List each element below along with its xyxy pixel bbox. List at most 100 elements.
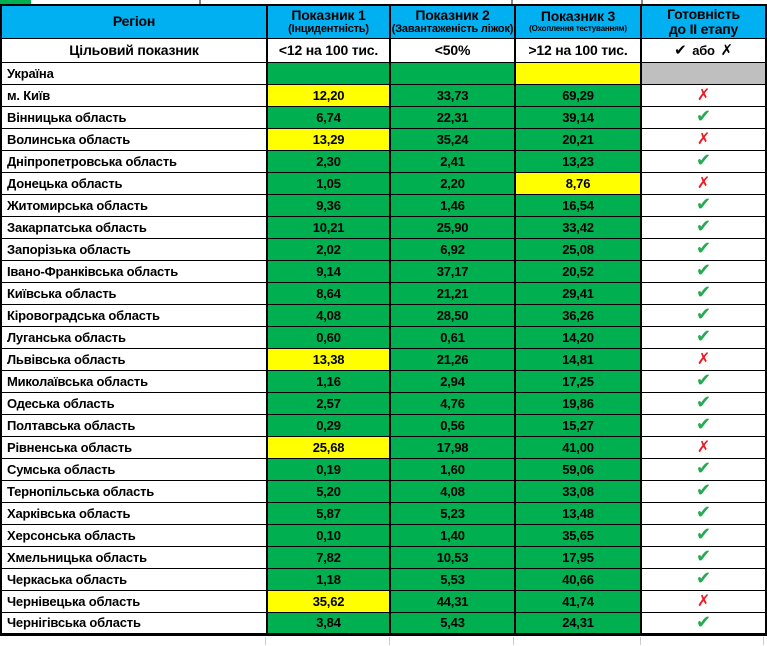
region-name: Одеська область <box>0 391 268 415</box>
region-name: Житомирська область <box>0 193 268 217</box>
indicator1-value: 25,68 <box>266 435 391 459</box>
cropped-border-tick <box>511 0 513 4</box>
readiness-status: ✗ <box>640 127 767 151</box>
target-value-indicator3: >12 на 100 тис. <box>514 37 642 63</box>
indicator1-value: 6,74 <box>266 105 391 129</box>
indicator2-value: 28,50 <box>389 303 516 327</box>
table-row: Україна <box>0 61 767 85</box>
indicator3-value: 33,42 <box>514 215 642 239</box>
readiness-status: ✔ <box>640 193 767 217</box>
table-row: Черкаська область 1,18 5,53 40,66 ✔ <box>0 567 767 591</box>
col-header-label: Показник 1 <box>291 7 366 24</box>
indicator2-value: 1,60 <box>389 457 516 481</box>
indicator2-value: 25,90 <box>389 215 516 239</box>
readiness-status: ✔ <box>640 303 767 327</box>
readiness-status: ✗ <box>640 347 767 371</box>
cropped-border-tick <box>389 636 390 645</box>
indicator3-value: 17,25 <box>514 369 642 393</box>
table-row: Луганська область 0,60 0,61 14,20 ✔ <box>0 325 767 349</box>
region-name: Чернівецька область <box>0 589 268 613</box>
readiness-table: Регіон Показник 1 (Інцидентність) Показн… <box>0 4 767 636</box>
col-header-sublabel: (Охоплення тестуванням) <box>529 24 627 34</box>
indicator2-value: 5,23 <box>389 501 516 525</box>
target-row: Цільовий показник <12 на 100 тис. <50% >… <box>0 37 767 63</box>
cropped-row-above <box>0 0 765 4</box>
table-row: Запорізька область 2,02 6,92 25,08 ✔ <box>0 237 767 261</box>
indicator3-value: 69,29 <box>514 83 642 107</box>
indicator3-value: 41,74 <box>514 589 642 613</box>
indicator3-value: 59,06 <box>514 457 642 481</box>
readiness-status <box>640 61 767 85</box>
col-header-label: Регіон <box>112 13 156 30</box>
indicator2-value: 2,94 <box>389 369 516 393</box>
indicator3-value: 8,76 <box>514 171 642 195</box>
target-value-indicator2: <50% <box>389 37 516 63</box>
indicator1-value <box>266 61 391 85</box>
table-row: м. Київ 12,20 33,73 69,29 ✗ <box>0 83 767 107</box>
table-row: Хмельницька область 7,82 10,53 17,95 ✔ <box>0 545 767 569</box>
readiness-status: ✗ <box>640 171 767 195</box>
indicator3-value: 40,66 <box>514 567 642 591</box>
indicator3-value: 33,08 <box>514 479 642 503</box>
table-row: Харківська область 5,87 5,23 13,48 ✔ <box>0 501 767 525</box>
indicator3-value: 15,27 <box>514 413 642 437</box>
table-row: Івано-Франківська область 9,14 37,17 20,… <box>0 259 767 283</box>
indicator3-value: 20,21 <box>514 127 642 151</box>
indicator3-value: 13,48 <box>514 501 642 525</box>
col-header-label: Показник 2 <box>415 7 490 24</box>
col-header-region: Регіон <box>0 4 268 39</box>
col-header-sublabel: до ІІ етапу <box>668 20 739 37</box>
indicator3-value: 19,86 <box>514 391 642 415</box>
region-name: Чернігівська область <box>0 611 268 636</box>
region-name: Хмельницька область <box>0 545 268 569</box>
region-name: Вінницька область <box>0 105 268 129</box>
indicator1-value: 35,62 <box>266 589 391 613</box>
indicator3-value: 13,23 <box>514 149 642 173</box>
region-name: Тернопільська область <box>0 479 268 503</box>
col-header-readiness: Готовність до ІІ етапу <box>640 4 767 39</box>
indicator1-value: 1,16 <box>266 369 391 393</box>
indicator2-value: 0,61 <box>389 325 516 349</box>
region-name: Миколаївська область <box>0 369 268 393</box>
indicator1-value: 13,29 <box>266 127 391 151</box>
region-name: Івано-Франківська область <box>0 259 268 283</box>
indicator1-value: 1,18 <box>266 567 391 591</box>
indicator3-value: 17,95 <box>514 545 642 569</box>
readiness-status: ✔ <box>640 105 767 129</box>
region-name: Херсонська область <box>0 523 268 547</box>
table-row: Волинська область 13,29 35,24 20,21 ✗ <box>0 127 767 151</box>
indicator2-value: 6,92 <box>389 237 516 261</box>
table-row: Тернопільська область 5,20 4,08 33,08 ✔ <box>0 479 767 503</box>
indicator1-value: 0,29 <box>266 413 391 437</box>
col-header-sublabel: (Завантаженість ліжок) <box>391 23 514 36</box>
readiness-status: ✔ <box>640 479 767 503</box>
readiness-status: ✔ <box>640 215 767 239</box>
indicator2-value: 22,31 <box>389 105 516 129</box>
region-name: Дніпропетровська область <box>0 149 268 173</box>
indicator2-value: 4,76 <box>389 391 516 415</box>
indicator3-value: 24,31 <box>514 611 642 636</box>
table-row: Дніпропетровська область 2,30 2,41 13,23… <box>0 149 767 173</box>
indicator3-value <box>514 61 642 85</box>
indicator2-value <box>389 61 516 85</box>
indicator3-value: 14,81 <box>514 347 642 371</box>
indicator1-value: 2,02 <box>266 237 391 261</box>
table-row: Чернівецька область 35,62 44,31 41,74 ✗ <box>0 589 767 613</box>
indicator1-value: 12,20 <box>266 83 391 107</box>
indicator1-value: 0,60 <box>266 325 391 349</box>
table-row: Одеська область 2,57 4,76 19,86 ✔ <box>0 391 767 415</box>
target-label: Цільовий показник <box>0 37 268 63</box>
indicator1-value: 10,21 <box>266 215 391 239</box>
cross-icon: ✗ <box>720 41 734 59</box>
indicator1-value: 0,19 <box>266 457 391 481</box>
indicator1-value: 8,64 <box>266 281 391 305</box>
indicator2-value: 21,26 <box>389 347 516 371</box>
region-name: Сумська область <box>0 457 268 481</box>
indicator2-value: 17,98 <box>389 435 516 459</box>
readiness-status: ✔ <box>640 237 767 261</box>
indicator1-value: 4,08 <box>266 303 391 327</box>
region-name: Донецька область <box>0 171 268 195</box>
readiness-status: ✔ <box>640 259 767 283</box>
indicator3-value: 39,14 <box>514 105 642 129</box>
indicator1-value: 13,38 <box>266 347 391 371</box>
